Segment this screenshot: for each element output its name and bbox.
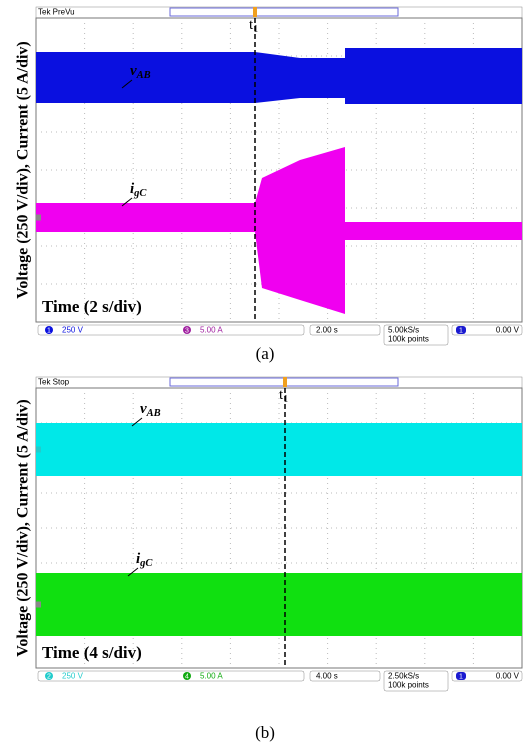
scope-state: Tek Stop bbox=[38, 378, 70, 387]
time-label: Time (2 s/div) bbox=[42, 297, 142, 316]
timebase: 4.00 s bbox=[316, 672, 338, 681]
waveform-current bbox=[36, 573, 522, 636]
trig-level: 0.00 V bbox=[496, 672, 520, 681]
t1-label-sub: 1 bbox=[283, 394, 288, 405]
trig-ch: 1 bbox=[459, 327, 463, 334]
ch-b-scale: 5.00 A bbox=[200, 326, 223, 335]
ch-tag bbox=[36, 215, 41, 221]
record-points: 100k points bbox=[388, 681, 429, 690]
ch-b-scale: 5.00 A bbox=[200, 672, 223, 681]
ch-a-num: 2 bbox=[47, 673, 51, 680]
ch-b-num: 4 bbox=[185, 673, 189, 680]
y-label: Voltage (250 V/div), Current (5 A/div) bbox=[15, 399, 32, 656]
t1-label-sub: 1 bbox=[253, 24, 258, 35]
ch-a-scale: 250 V bbox=[62, 672, 84, 681]
ch-tag bbox=[36, 447, 41, 453]
record-points: 100k points bbox=[388, 335, 429, 344]
v-label-sub: AB bbox=[136, 70, 151, 81]
ch-tag bbox=[36, 602, 41, 608]
caption: (b) bbox=[255, 723, 275, 742]
trigger-pos bbox=[253, 7, 257, 17]
ch-b-num: 3 bbox=[185, 327, 189, 334]
waveform-voltage bbox=[36, 48, 522, 104]
i-label-sub: gC bbox=[139, 558, 153, 569]
timebase: 2.00 s bbox=[316, 326, 338, 335]
caption: (a) bbox=[256, 344, 275, 363]
time-label: Time (4 s/div) bbox=[42, 643, 142, 662]
trig-ch: 1 bbox=[459, 673, 463, 680]
y-label: Voltage (250 V/div), Current (5 A/div) bbox=[15, 41, 32, 298]
ch-tag bbox=[36, 75, 41, 81]
ch-a-num: 1 bbox=[47, 327, 51, 334]
figure: Tek PreVut1vABigCTime (2 s/div)Voltage (… bbox=[0, 0, 530, 749]
sample-rate: 2.50kS/s bbox=[388, 672, 419, 681]
scope-state: Tek PreVu bbox=[38, 8, 75, 17]
trig-level: 0.00 V bbox=[496, 326, 520, 335]
sample-rate: 5.00kS/s bbox=[388, 326, 419, 335]
i-label-sub: gC bbox=[133, 188, 147, 199]
waveform-voltage bbox=[36, 423, 522, 476]
trigger-pos bbox=[283, 377, 287, 387]
v-label-sub: AB bbox=[146, 408, 161, 419]
ch-a-scale: 250 V bbox=[62, 326, 84, 335]
